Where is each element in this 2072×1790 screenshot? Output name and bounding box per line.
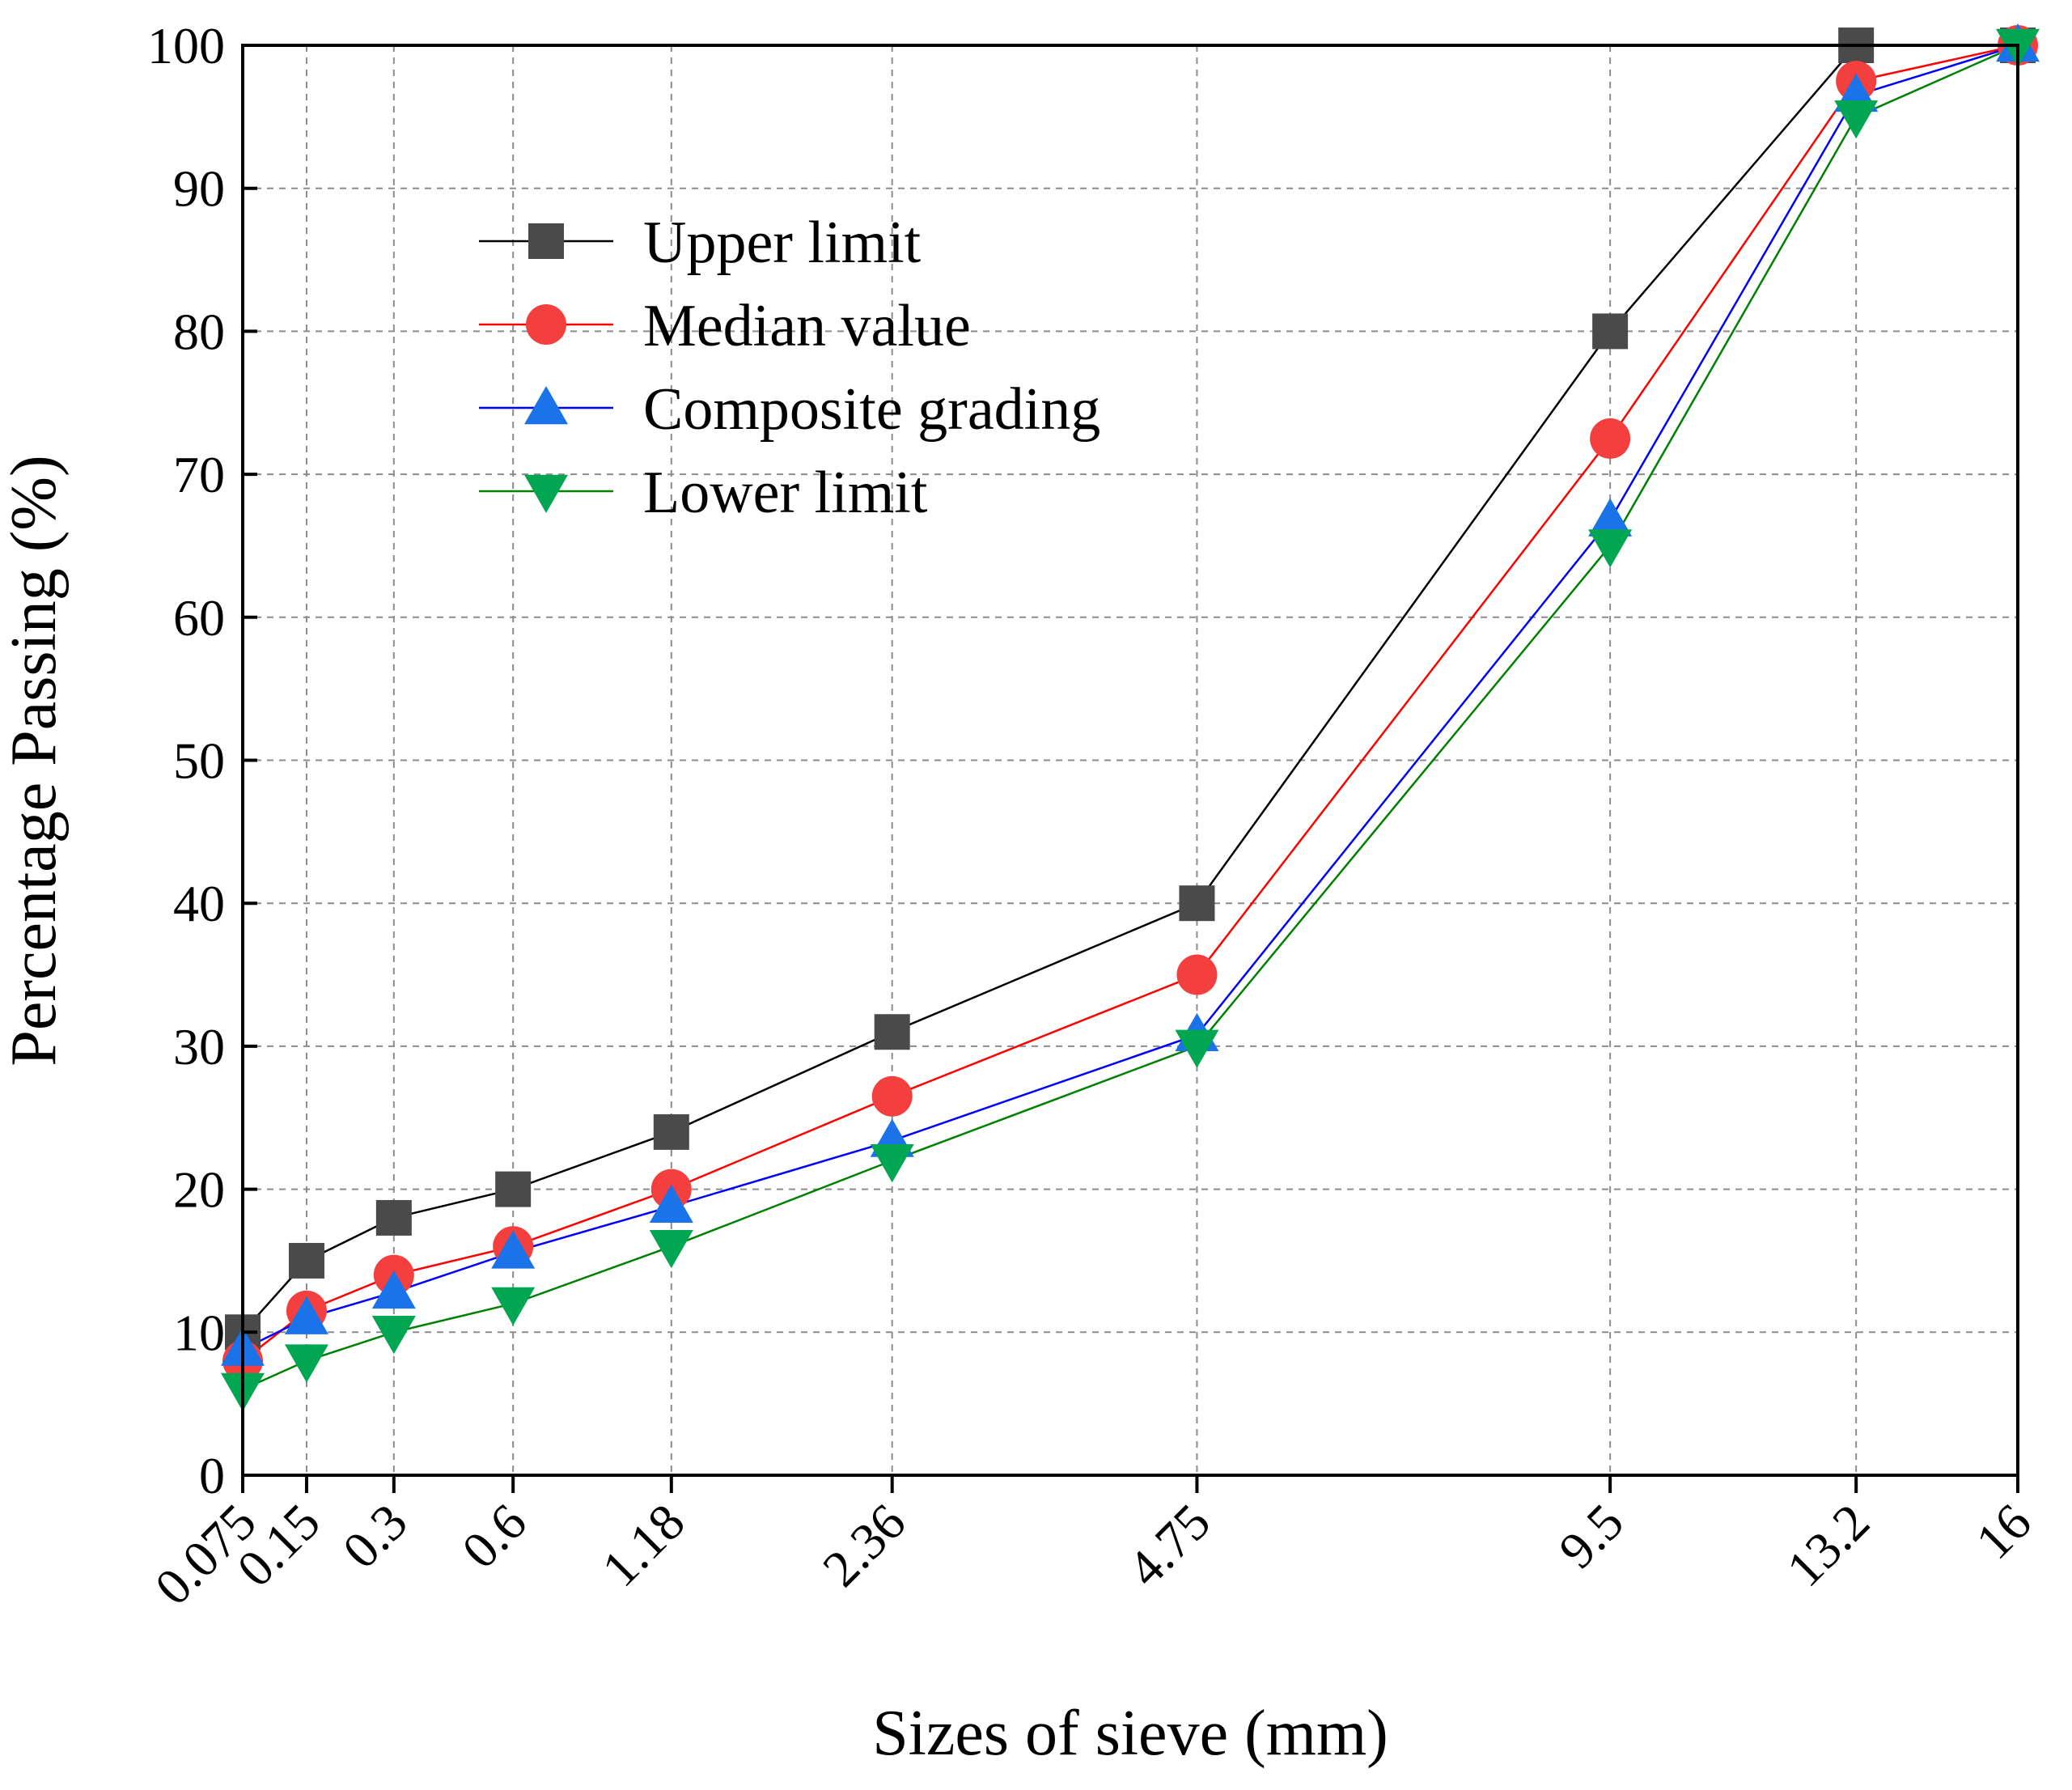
series-line-lower-limit — [242, 44, 2019, 1391]
point-upper-limit — [288, 1242, 324, 1279]
y-tick-label: 40 — [173, 875, 225, 932]
legend-marker-lower-limit — [524, 474, 568, 513]
legend-label-lower-limit: Lower limit — [643, 460, 928, 526]
point-lower-limit — [649, 1230, 693, 1269]
point-lower-limit — [491, 1287, 536, 1326]
point-upper-limit — [1179, 885, 1215, 922]
x-tick-label: 1.18 — [591, 1493, 695, 1597]
point-lower-limit — [371, 1316, 416, 1355]
legend-label-median-value: Median value — [643, 293, 971, 359]
x-tick-label: 13.2 — [1776, 1493, 1880, 1597]
y-tick-label: 10 — [173, 1304, 225, 1361]
point-upper-limit — [874, 1014, 910, 1050]
y-tick-label: 0 — [199, 1447, 225, 1504]
y-tick-label: 100 — [147, 17, 225, 74]
series-markers — [221, 23, 2040, 1411]
x-axis-title: Sizes of sieve (mm) — [872, 1698, 1388, 1769]
point-upper-limit — [495, 1171, 532, 1207]
x-tick-label: 16 — [1964, 1493, 2041, 1570]
x-tick-label: 2.36 — [811, 1493, 916, 1597]
point-lower-limit — [1175, 1029, 1219, 1068]
y-tick-label: 20 — [173, 1161, 225, 1219]
y-tick-label: 50 — [173, 732, 225, 790]
series-line-median-value — [242, 44, 2019, 1362]
point-composite-grading — [1588, 498, 1633, 537]
legend-marker-composite-grading — [524, 386, 568, 425]
series-line-upper-limit — [242, 44, 2018, 1334]
point-median-value — [1590, 418, 1631, 459]
y-axis-title: Percentage Passing (%) — [0, 455, 70, 1066]
legend-label-upper-limit: Upper limit — [643, 210, 922, 276]
y-tick-label: 90 — [173, 160, 225, 218]
legend-marker-upper-limit — [528, 223, 564, 259]
legend-label-composite-grading: Composite grading — [643, 376, 1100, 443]
point-lower-limit — [284, 1344, 328, 1383]
series-line-composite-grading — [242, 44, 2019, 1351]
point-composite-grading — [491, 1230, 536, 1269]
point-upper-limit — [375, 1199, 412, 1236]
legend: Upper limit Median value Composite grading… — [479, 210, 1100, 526]
point-lower-limit — [870, 1144, 914, 1183]
point-median-value — [871, 1075, 913, 1117]
point-upper-limit — [1592, 313, 1629, 350]
legend-marker-median-value — [526, 304, 566, 345]
y-tick-label: 70 — [173, 446, 225, 503]
x-tick-label: 4.75 — [1117, 1493, 1221, 1597]
point-composite-grading — [371, 1270, 416, 1309]
point-lower-limit — [1588, 529, 1633, 568]
y-axis-ticks: 0 10 20 30 40 50 60 70 80 90 100 — [147, 17, 257, 1504]
point-composite-grading — [284, 1296, 328, 1334]
y-tick-label: 30 — [173, 1018, 225, 1075]
y-tick-label: 80 — [173, 303, 225, 360]
y-tick-label: 60 — [173, 589, 225, 647]
point-composite-grading — [649, 1184, 693, 1224]
x-tick-label: 0.6 — [451, 1493, 537, 1580]
point-upper-limit — [653, 1113, 689, 1150]
x-tick-label: 9.5 — [1548, 1493, 1634, 1580]
grid-lines — [243, 45, 2018, 1475]
series-lines — [242, 44, 2019, 1391]
point-median-value — [1176, 954, 1218, 995]
x-tick-label: 0.3 — [332, 1493, 418, 1580]
point-lower-limit — [1834, 100, 1879, 139]
